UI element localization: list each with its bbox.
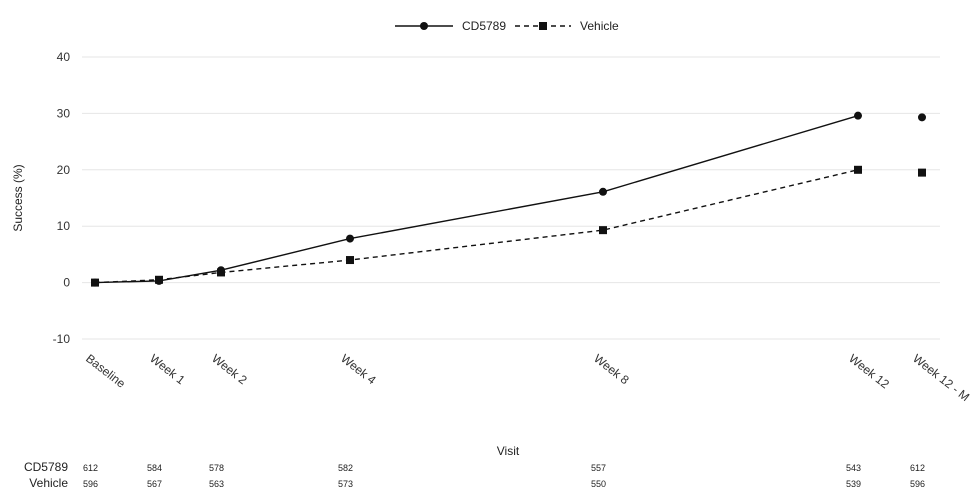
y-tick-label: 30: [57, 106, 71, 120]
risk-value: 550: [591, 479, 606, 489]
x-tick-label: Week 2: [209, 351, 250, 387]
series-line-vehicle: [94, 169, 859, 284]
risk-value: 596: [910, 479, 925, 489]
risk-value: 612: [83, 463, 98, 473]
legend: CD5789 Vehicle: [395, 19, 619, 33]
point-cd5789: [918, 113, 926, 122]
risk-value: 578: [209, 463, 224, 473]
x-tick-label: Week 12 - M: [910, 351, 972, 404]
risk-value: 573: [338, 479, 353, 489]
gridlines: [82, 56, 940, 340]
risk-value: 582: [338, 463, 353, 473]
y-axis-title: Success (%): [11, 164, 25, 231]
series-layer: [91, 111, 926, 287]
y-tick-label: -10: [53, 332, 71, 346]
legend-label-vehicle: Vehicle: [580, 19, 619, 33]
legend-marker-cd5789: [420, 22, 428, 30]
point-vehicle: [155, 275, 163, 284]
risk-value: 584: [147, 463, 162, 473]
point-vehicle: [346, 256, 354, 265]
y-tick-label: 20: [57, 163, 71, 177]
x-tick-label: Week 1: [147, 351, 188, 387]
point-vehicle: [91, 278, 99, 287]
y-tick-labels: -10 0 10 20 30 40: [53, 50, 71, 346]
risk-value: 539: [846, 479, 861, 489]
y-tick-label: 40: [57, 50, 71, 64]
y-tick-label: 10: [57, 219, 71, 233]
point-cd5789: [599, 187, 607, 196]
risk-row-label: CD5789: [24, 460, 68, 474]
x-tick-labels: Baseline Week 1 Week 2 Week 4 Week 8 Week 12 W…: [83, 351, 972, 404]
risk-value: 557: [591, 463, 606, 473]
point-vehicle: [918, 168, 926, 177]
legend-marker-vehicle: [539, 22, 547, 30]
point-cd5789: [854, 111, 862, 120]
risk-row-label: Vehicle: [29, 476, 68, 490]
point-vehicle: [854, 165, 862, 174]
risk-value: 612: [910, 463, 925, 473]
y-tick-label: 0: [63, 276, 70, 290]
point-vehicle: [599, 226, 607, 235]
x-tick-label: Week 8: [591, 351, 632, 387]
risk-value: 563: [209, 479, 224, 489]
x-tick-label: Baseline: [83, 351, 128, 391]
point-cd5789: [346, 234, 354, 243]
risk-value: 567: [147, 479, 162, 489]
x-axis-title: Visit: [497, 444, 520, 458]
legend-label-cd5789: CD5789: [462, 19, 506, 33]
at-risk-table: CD5789 612 584 578 582 557 543 612 Vehicle 596 567…: [24, 460, 925, 490]
series-line-cd5789: [94, 114, 859, 284]
risk-value: 596: [83, 479, 98, 489]
x-tick-label: Week 12: [846, 351, 892, 391]
point-vehicle: [217, 268, 225, 277]
risk-value: 543: [846, 463, 861, 473]
x-tick-label: Week 4: [338, 351, 379, 387]
